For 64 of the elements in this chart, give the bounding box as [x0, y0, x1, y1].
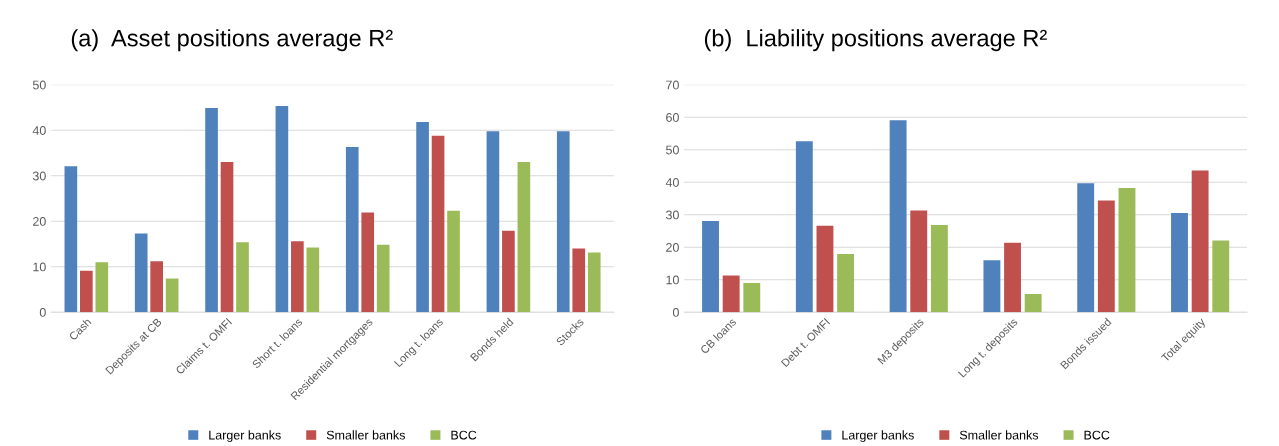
bar: [1077, 183, 1095, 313]
bar: [1024, 294, 1042, 313]
y-tick-label: 50: [32, 80, 46, 90]
bar: [1004, 242, 1021, 313]
bar: [889, 120, 907, 313]
bar: [587, 252, 601, 313]
bar: [1212, 240, 1230, 313]
chart-title: (b) Liability positions average R²: [704, 29, 1047, 52]
y-tick-label: 10: [666, 275, 679, 285]
bar: [743, 282, 761, 313]
legend-label: BCC: [451, 430, 477, 440]
y-tick-label: 50: [666, 145, 679, 155]
bar: [150, 261, 164, 313]
bar: [64, 166, 78, 313]
y-tick-label: 40: [32, 126, 46, 135]
bar: [502, 230, 515, 313]
bar: [572, 248, 586, 313]
chart-title: (a) Asset positions average R²: [71, 29, 393, 52]
bar: [556, 131, 570, 313]
y-tick-label: 10: [33, 262, 46, 272]
y-tick-label: 20: [666, 243, 679, 252]
bar: [702, 220, 719, 313]
bar: [80, 270, 93, 313]
bar: [205, 107, 218, 313]
y-tick-label: 70: [666, 80, 679, 90]
bar: [431, 135, 445, 313]
bar: [910, 210, 928, 313]
bar: [345, 147, 359, 313]
y-tick-label: 0: [672, 308, 679, 317]
legend-label: Smaller banks: [959, 430, 1039, 440]
y-tick-label: 30: [665, 210, 679, 220]
bar: [816, 225, 834, 313]
y-tick-label: 20: [33, 217, 46, 226]
bar: [376, 244, 390, 313]
bar: [795, 141, 813, 313]
bar: [1191, 170, 1209, 313]
legend-label: BCC: [1084, 430, 1110, 440]
bar: [486, 131, 500, 313]
bar: [837, 254, 855, 313]
bar: [306, 247, 320, 313]
bar: [220, 162, 234, 313]
bar: [1171, 213, 1188, 313]
bar: [1118, 188, 1136, 313]
y-tick-label: 0: [39, 308, 46, 317]
bar: [1097, 200, 1115, 313]
bar: [291, 241, 304, 313]
bar: [447, 210, 460, 313]
bar: [165, 278, 179, 313]
bar: [722, 275, 740, 313]
bar: [930, 225, 948, 313]
legend-label: Larger banks: [842, 430, 914, 442]
bar: [275, 106, 289, 313]
bar: [517, 162, 531, 313]
y-tick-label: 40: [665, 178, 679, 187]
bar: [416, 122, 429, 313]
bar: [95, 262, 109, 313]
bar: [983, 260, 1001, 313]
y-tick-label: 60: [666, 113, 679, 122]
bar: [134, 233, 148, 313]
y-tick-label: 30: [32, 171, 46, 181]
legend-label: Larger banks: [209, 430, 281, 442]
legend-label: Smaller banks: [326, 430, 405, 440]
bar: [361, 212, 375, 313]
bar: [236, 242, 249, 313]
